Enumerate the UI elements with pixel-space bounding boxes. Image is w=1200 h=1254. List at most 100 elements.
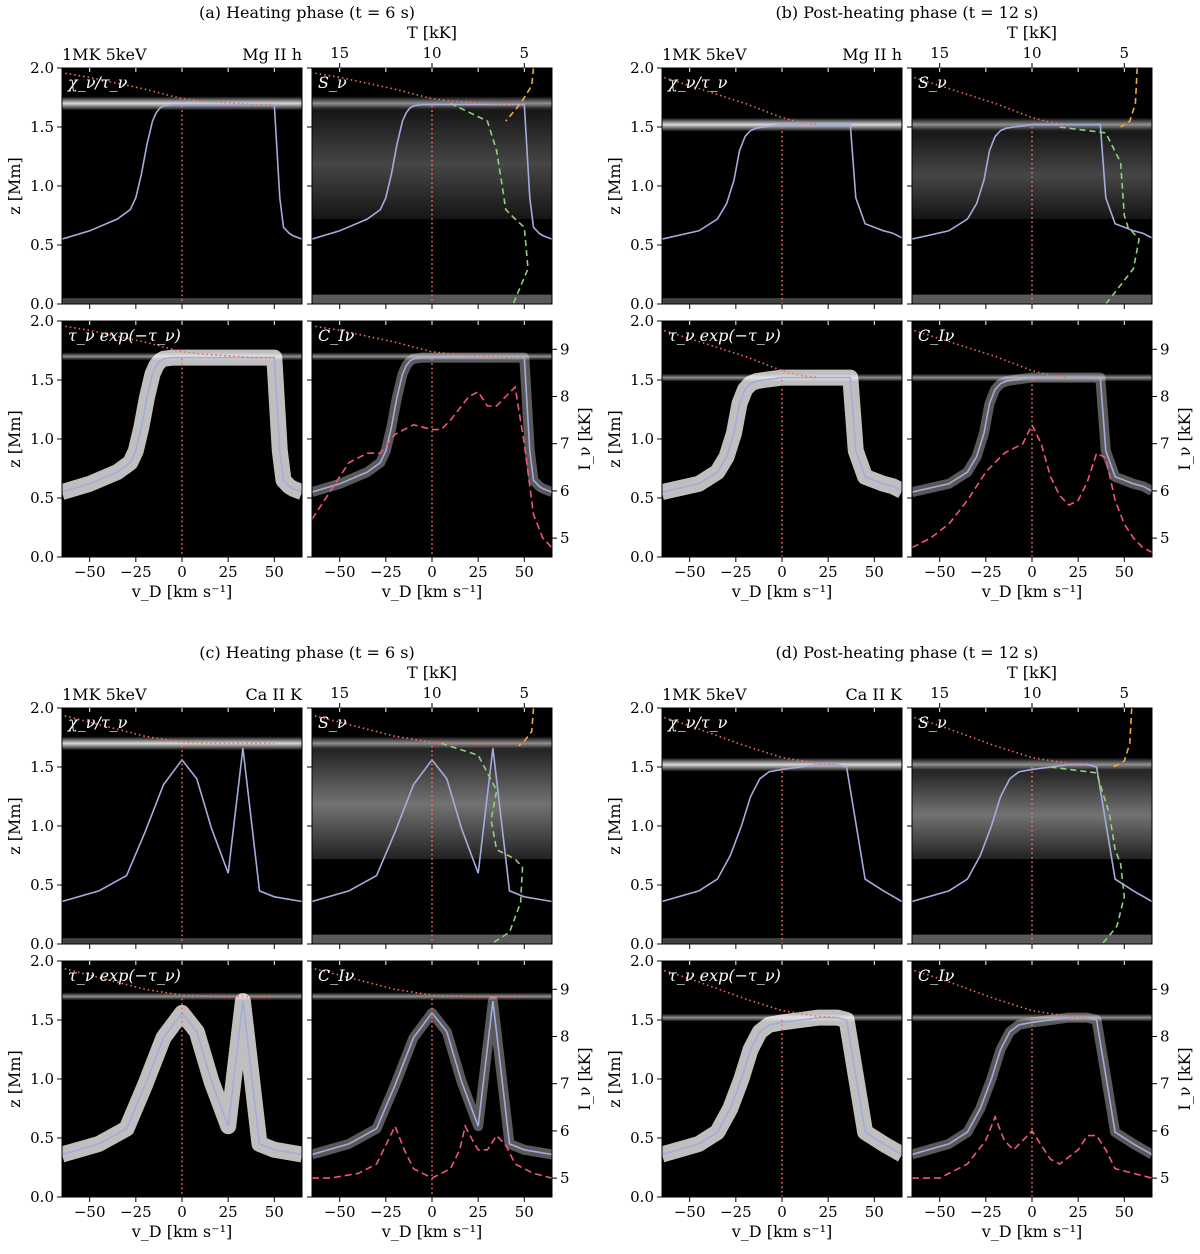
tau-band [662,757,902,772]
i-axis-label: I_ν [kK] [575,1047,594,1110]
y-tick-label: 0.5 [630,1129,654,1147]
panel-label: χ_ν/τ_ν [67,713,128,732]
x-tick-label: 50 [1115,563,1134,581]
velocity-profile-line [62,103,302,240]
x-tick-label: 0 [1027,1203,1037,1221]
source-slab [312,109,552,220]
y-tick-label: 2.0 [30,952,54,970]
panel-content [662,969,902,1197]
x-axis-label: v_D [km s⁻¹] [731,1222,832,1241]
i-tick-label: 8 [1160,1028,1170,1046]
panel-label: C_Iν [918,966,955,985]
t-axis-label: T [kK] [407,663,457,682]
panel-c-src: S_ν [307,707,553,949]
x-tick-label: −25 [720,1203,752,1221]
panel-label: χ_ν/τ_ν [667,73,728,92]
panel-label: τ_ν exp(−τ_ν) [68,966,181,985]
temperature-line [912,716,1088,766]
x-tick-label: 0 [177,1203,187,1221]
panel-label: τ_ν exp(−τ_ν) [668,966,781,985]
panel-label: C_Iν [918,326,955,345]
x-tick-label: 0 [177,563,187,581]
y-tick-label: 0.0 [630,295,654,313]
i-tick-label: 5 [1160,1169,1170,1187]
velocity-profile-line [662,376,902,493]
model-label: 1MK 5keV [662,45,747,64]
t-tick-label: 10 [1022,44,1041,62]
y-axis-label: z [Mm] [605,410,624,468]
tau-band [62,96,302,111]
y-tick-label: 1.0 [630,430,654,448]
y-axis-label: z [Mm] [5,410,24,468]
x-tick-label: 0 [777,563,787,581]
x-tick-label: −50 [674,563,706,581]
y-tick-label: 1.5 [30,758,54,776]
panel-b-ci: C_Iν −50 −25 0 25 50 v_D [km s⁻¹] [907,320,1153,601]
temperature-line [662,76,819,126]
y-tick-label: 2.0 [630,952,654,970]
i-tick-label: 9 [1160,980,1170,998]
x-axis-label: v_D [km s⁻¹] [131,1222,232,1241]
i-tick-label: 6 [560,482,570,500]
x-tick-label: 50 [265,1203,284,1221]
y-tick-label: 1.5 [630,371,654,389]
panel-a-src: S_ν [307,67,553,309]
x-tick-label: 25 [469,1203,488,1221]
tau-band [62,736,302,751]
y-tick-label: 1.0 [30,1070,54,1088]
x-tick-label: −25 [370,1203,402,1221]
velocity-profile-line [312,1001,552,1156]
y-tick-label: 0.0 [630,548,654,566]
t-tick-label: 15 [330,684,349,702]
panel-a-tau: τ_ν exp(−τ_ν) −50 −25 0 25 50 0.0 0.5 1.0 1.5 2.0 v… [5,312,303,601]
bottom-glow [662,298,902,304]
i-tick-label: 8 [560,1028,570,1046]
y-tick-label: 1.5 [630,1011,654,1029]
t-tick-label: 10 [422,684,441,702]
panel-a-chi: χ_ν/τ_ν 0.0 0.5 1.0 1.5 2.0 z [Mm] [5,59,303,313]
temperature-line [312,967,525,998]
i-tick-label: 5 [560,1169,570,1187]
x-axis-label: v_D [km s⁻¹] [981,582,1082,601]
x-tick-label: 50 [515,1203,534,1221]
y-tick-label: 0.5 [630,489,654,507]
i-axis-label: I_ν [kK] [575,407,594,470]
y-axis-label: z [Mm] [605,157,624,215]
y-axis-label: z [Mm] [5,157,24,215]
x-tick-label: −50 [324,563,356,581]
t-tick-label: 5 [520,684,530,702]
velocity-profile-line [912,763,1152,903]
x-tick-label: 25 [219,563,238,581]
panel-content [312,967,552,1197]
i-axis-label: I_ν [kK] [1175,1047,1194,1110]
model-label: 1MK 5keV [662,685,747,704]
y-tick-label: 2.0 [30,59,54,77]
x-tick-label: 50 [865,1203,884,1221]
model-label: 1MK 5keV [62,45,147,64]
line-label: Mg II h [842,45,902,64]
tau-band [312,736,552,751]
i-tick-label: 7 [1160,1075,1170,1093]
t-tick-label: 5 [1120,684,1130,702]
i-tick-label: 6 [560,1122,570,1140]
x-tick-label: −25 [720,563,752,581]
x-axis-label: v_D [km s⁻¹] [731,582,832,601]
panel-content [912,708,1152,944]
panel-label: τ_ν exp(−τ_ν) [68,326,181,345]
panel-content [912,68,1152,304]
x-tick-label: 50 [265,563,284,581]
x-tick-label: 0 [427,1203,437,1221]
y-tick-label: 0.5 [630,236,654,254]
x-tick-label: 0 [1027,563,1037,581]
y-tick-label: 0.5 [30,1129,54,1147]
y-tick-label: 0.0 [630,935,654,953]
source-function-orange [1112,708,1133,768]
intensity-profile [312,385,552,549]
panel-d-src: S_ν [907,707,1153,949]
panel-c-chi: χ_ν/τ_ν 0.0 0.5 1.0 1.5 2.0 z [Mm] [5,699,303,953]
model-label: 1MK 5keV [62,685,147,704]
panel-content [62,967,302,1197]
y-tick-label: 2.0 [30,699,54,717]
x-axis-label: v_D [km s⁻¹] [131,582,232,601]
source-function-orange [1120,68,1138,128]
